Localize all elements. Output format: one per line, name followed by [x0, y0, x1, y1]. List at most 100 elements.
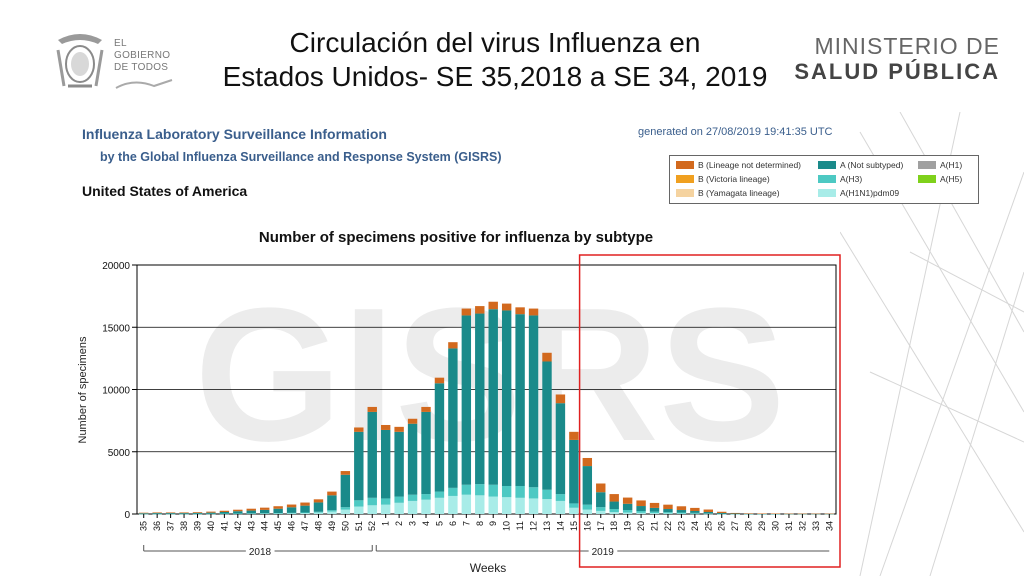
x-tick-label: 7 — [461, 521, 471, 526]
bar-segment-a_not_subtyped — [354, 431, 364, 501]
bar-segment-a_not_subtyped — [717, 513, 727, 514]
bar-segment-a_h3 — [380, 498, 391, 505]
bar-segment-a_not_subtyped — [179, 513, 189, 514]
bar-segment-a_h3 — [394, 496, 404, 503]
bar-segment-b_lineage_not_determined — [582, 457, 593, 467]
bar-segment-a_h3 — [676, 512, 687, 514]
y-tick-label: 15000 — [102, 323, 130, 334]
bar-segment-a_not_subtyped — [246, 510, 256, 514]
x-tick-label: 17 — [596, 521, 606, 531]
bar-segment-b_lineage_not_determined — [717, 511, 727, 514]
bar-segment-b_lineage_not_determined — [394, 426, 404, 432]
bar-segment-a_h1n1pdm09 — [676, 513, 687, 515]
legend-swatch — [818, 161, 836, 169]
legend-item: A(H3) — [818, 174, 862, 184]
bar-segment-a_h3 — [542, 489, 552, 500]
bar-segment-a_h1n1pdm09 — [448, 495, 458, 514]
x-tick-label: 45 — [273, 521, 283, 531]
bar-segment-a_h1n1pdm09 — [475, 495, 485, 514]
x-tick-label: 1 — [381, 521, 391, 526]
bar-segment-a_h1n1pdm09 — [528, 498, 539, 514]
bar-segment-b_lineage_not_determined — [797, 513, 808, 515]
bar-segment-b_lineage_not_determined — [609, 494, 619, 502]
x-tick-label: 25 — [703, 521, 713, 531]
bar-segment-a_not_subtyped — [206, 512, 216, 514]
bar-segment-a_h3 — [367, 497, 377, 506]
x-tick-label: 48 — [313, 521, 323, 531]
report-title: Influenza Laboratory Surveillance Inform… — [82, 126, 387, 142]
bar-segment-a_h3 — [219, 513, 230, 515]
x-tick-label: 47 — [300, 521, 310, 531]
bar-segment-a_not_subtyped — [259, 509, 270, 514]
legend-item: A(H1N1)pdm09 — [818, 188, 899, 198]
bar-segment-a_h1n1pdm09 — [515, 497, 525, 514]
bar-segment-a_h3 — [596, 507, 606, 511]
bar-segment-a_h1n1pdm09 — [367, 505, 377, 514]
x-tick-label: 26 — [717, 521, 727, 531]
bar-segment-a_h3 — [233, 513, 243, 514]
x-tick-label: 38 — [179, 521, 189, 531]
bar-segment-a_not_subtyped — [300, 505, 310, 513]
bar-segment-a_not_subtyped — [219, 512, 230, 514]
bar-segment-b_lineage_not_determined — [676, 506, 687, 511]
bar-segment-a_h3 — [340, 507, 351, 510]
x-tick-label: 34 — [824, 521, 834, 531]
bar-segment-a_h1n1pdm09 — [555, 500, 566, 514]
bar-segment-b_lineage_not_determined — [622, 497, 633, 504]
bar-segment-b_lineage_not_determined — [259, 507, 270, 510]
bar-segment-a_h1n1pdm09 — [690, 513, 700, 515]
x-tick-label: 40 — [206, 521, 216, 531]
bar-segment-a_h3 — [649, 511, 660, 514]
legend-item: B (Victoria lineage) — [676, 174, 770, 184]
bar-segment-a_h3 — [179, 513, 189, 515]
chart-title: Number of specimens positive for influen… — [259, 229, 653, 246]
x-tick-label: 46 — [287, 521, 297, 531]
bar-segment-b_lineage_not_determined — [743, 513, 754, 514]
bar-segment-b_lineage_not_determined — [434, 377, 445, 384]
x-tick-label: 51 — [354, 521, 364, 531]
bar-segment-b_lineage_not_determined — [811, 513, 821, 515]
chart-bars — [139, 301, 834, 515]
bar-segment-b_lineage_not_determined — [636, 500, 646, 507]
highlight-box — [578, 254, 841, 568]
bar-segment-b_lineage_not_determined — [219, 510, 230, 513]
x-tick-label: 12 — [529, 521, 539, 531]
coat-of-arms-icon — [56, 34, 104, 88]
ministerio-logo: MINISTERIO DE SALUD PÚBLICA — [790, 33, 1000, 85]
bar-segment-a_not_subtyped — [488, 309, 498, 485]
x-tick-label: 31 — [784, 521, 794, 531]
x-tick-label: 52 — [367, 521, 377, 531]
bar-segment-b_lineage_not_determined — [448, 342, 458, 349]
bar-segment-a_h3 — [152, 513, 162, 515]
bar-segment-a_h3 — [407, 494, 418, 501]
bar-segment-a_h3 — [354, 500, 364, 507]
bar-segment-a_h3 — [663, 512, 673, 514]
bar-segment-a_h3 — [448, 487, 458, 496]
bar-segment-a_not_subtyped — [582, 466, 593, 505]
bar-segment-b_lineage_not_determined — [407, 418, 418, 424]
bar-segment-a_not_subtyped — [192, 512, 203, 514]
legend-swatch — [676, 175, 694, 183]
bar-segment-b_lineage_not_determined — [206, 511, 216, 513]
x-tick-label: 50 — [340, 521, 350, 531]
gov-line-3: DE TODOS — [114, 62, 169, 73]
bar-segment-a_h3 — [259, 513, 270, 514]
bar-segment-a_not_subtyped — [327, 495, 337, 511]
bar-segment-a_h1n1pdm09 — [582, 509, 593, 514]
x-tick-label: 39 — [192, 521, 202, 531]
report-subtitle: by the Global Influenza Surveillance and… — [100, 150, 502, 164]
bar-segment-b_lineage_not_determined — [770, 513, 781, 515]
bar-segment-b_lineage_not_determined — [730, 512, 740, 514]
bar-segment-a_h1n1pdm09 — [434, 497, 445, 514]
x-tick-label: 33 — [811, 521, 821, 531]
y-tick-label: 20000 — [102, 261, 130, 272]
bar-segment-a_h3 — [569, 503, 579, 508]
legend-item: A(H1) — [918, 160, 962, 170]
y-tick-label: 5000 — [108, 448, 131, 459]
bar-segment-a_h1n1pdm09 — [421, 499, 431, 514]
bar-segment-b_lineage_not_determined — [233, 509, 243, 512]
bar-segment-a_h1n1pdm09 — [273, 513, 283, 514]
bar-segment-a_h1n1pdm09 — [407, 500, 418, 514]
year-label: 2018 — [249, 547, 272, 558]
bar-segment-a_h3 — [528, 487, 539, 499]
